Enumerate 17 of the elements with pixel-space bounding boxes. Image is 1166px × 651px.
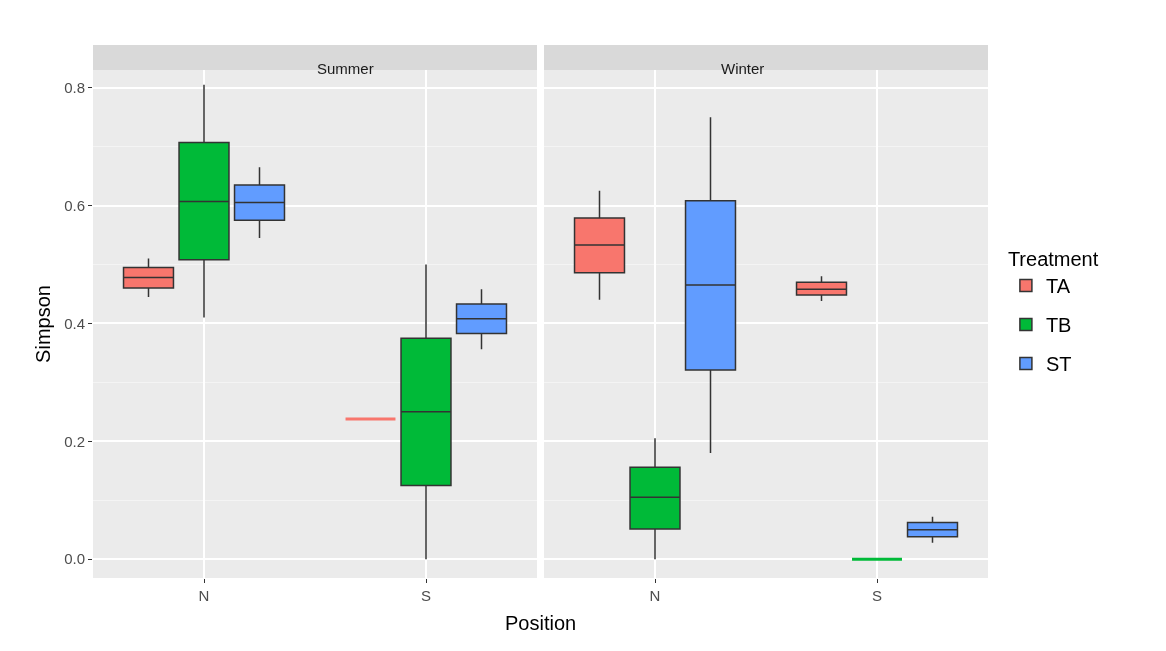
chart-title: Summer [317, 60, 374, 77]
y-axis-title: Simpson [31, 285, 54, 363]
legend-label: ST [1045, 353, 1072, 376]
chart-title: Winter [721, 60, 765, 77]
y-tick-label: 0.6 [64, 196, 85, 214]
x-tick-label: N [649, 587, 661, 604]
legend-label: TA [1045, 275, 1071, 298]
y-tick-label: 0.0 [64, 550, 85, 568]
x-tick-label: N [198, 587, 210, 604]
x-tick-label: S [871, 587, 883, 604]
y-tick-label: 0.2 [64, 432, 85, 450]
x-axis-title: Position [505, 612, 577, 634]
legend-label: TB [1045, 314, 1072, 337]
legend-title: Treatment [1007, 248, 1099, 270]
x-tick-label: S [420, 587, 432, 604]
y-tick-label: 0.4 [64, 314, 85, 332]
y-tick-label: 0.8 [64, 78, 85, 96]
